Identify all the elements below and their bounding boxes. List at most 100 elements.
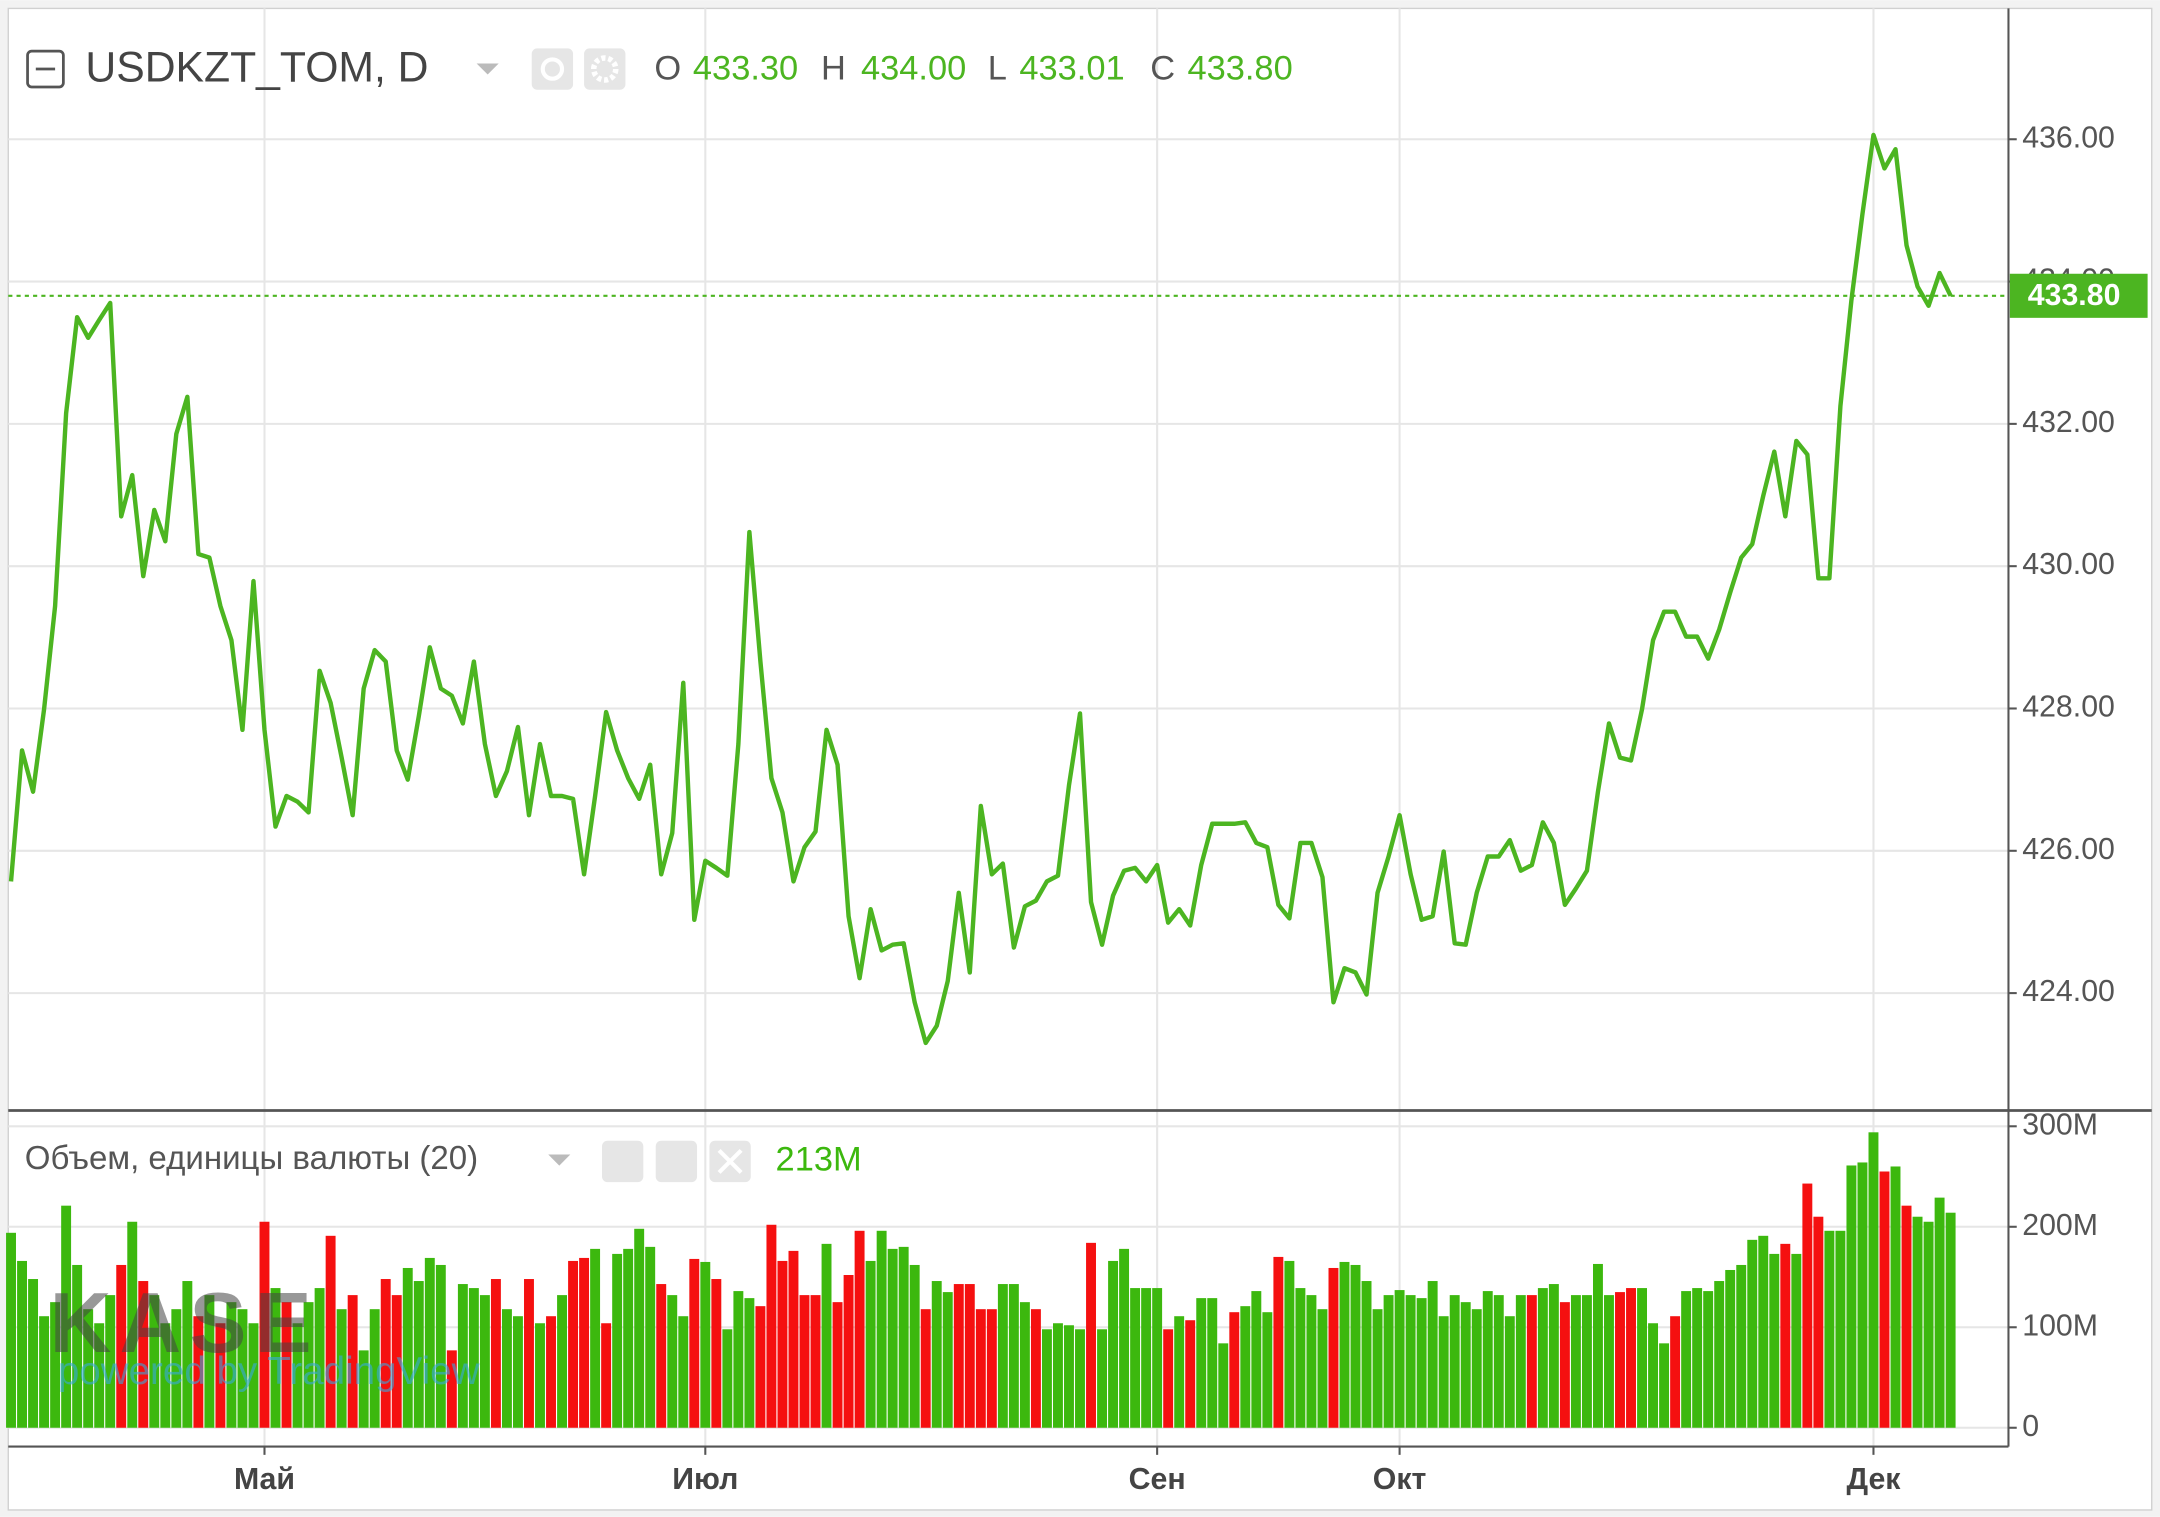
ohlc-value: 433.30 bbox=[693, 50, 798, 88]
volume-bar bbox=[678, 1316, 689, 1428]
volume-bar bbox=[94, 1323, 105, 1428]
ohlc-value: 434.00 bbox=[861, 50, 966, 88]
volume-bar bbox=[149, 1295, 160, 1428]
volume-bar bbox=[325, 1235, 336, 1428]
volume-bar bbox=[1086, 1242, 1096, 1428]
volume-bar bbox=[1559, 1302, 1570, 1428]
volume-bar bbox=[513, 1316, 523, 1428]
ohlc-name: H bbox=[821, 50, 846, 88]
y-tick-label: 426.00 bbox=[2022, 833, 2115, 866]
volume-bar bbox=[733, 1291, 744, 1428]
volume-bar bbox=[1207, 1298, 1218, 1428]
y-tick-label: 432.00 bbox=[2022, 406, 2115, 439]
volume-bar bbox=[1019, 1302, 1030, 1428]
volume-bar bbox=[1758, 1235, 1769, 1428]
volume-bar bbox=[1879, 1171, 1890, 1428]
volume-bar bbox=[292, 1323, 303, 1428]
collapse-button[interactable] bbox=[26, 49, 65, 89]
volume-bar bbox=[667, 1295, 678, 1428]
volume-bar bbox=[1725, 1269, 1736, 1428]
volume-bar bbox=[1119, 1248, 1130, 1428]
volume-bar bbox=[1471, 1309, 1482, 1428]
volume-bar bbox=[920, 1309, 931, 1428]
volume-bar bbox=[1703, 1291, 1714, 1428]
volume-bar bbox=[1416, 1298, 1427, 1428]
ohlc-name: O bbox=[654, 50, 681, 88]
volume-bar bbox=[1449, 1295, 1460, 1428]
volume-bar bbox=[204, 1295, 215, 1428]
volume-bar bbox=[413, 1281, 424, 1428]
volume-bar bbox=[898, 1246, 909, 1428]
volume-bar bbox=[105, 1295, 116, 1428]
volume-bar bbox=[116, 1264, 127, 1428]
volume-bar bbox=[1108, 1260, 1119, 1428]
volume-bar bbox=[1262, 1312, 1273, 1428]
volume-bar bbox=[61, 1205, 72, 1428]
volume-bar bbox=[1923, 1221, 1934, 1428]
volume-bar bbox=[369, 1309, 380, 1428]
volume-title: Объем, единицы валюты (20) bbox=[25, 1140, 478, 1177]
volume-bar bbox=[446, 1350, 457, 1428]
axes: 424.00426.00428.00430.00432.00434.00436.… bbox=[234, 121, 2148, 1496]
volume-bar bbox=[1802, 1183, 1813, 1428]
volume-bar bbox=[1890, 1166, 1901, 1428]
volume-bar bbox=[799, 1295, 810, 1428]
volume-bar bbox=[975, 1309, 986, 1428]
volume-bar bbox=[1041, 1329, 1052, 1428]
watermark-logo: KASE bbox=[50, 1276, 320, 1371]
volume-bar bbox=[524, 1279, 534, 1428]
volume-bar bbox=[1813, 1216, 1824, 1428]
volume-bar bbox=[777, 1260, 788, 1428]
volume-bar bbox=[1670, 1316, 1681, 1428]
volume-bar bbox=[1626, 1288, 1636, 1428]
volume-bar bbox=[17, 1260, 27, 1428]
y-tick-label: 200M bbox=[2022, 1209, 2098, 1242]
volume-bar bbox=[347, 1295, 358, 1428]
symbol-dropdown[interactable] bbox=[476, 63, 499, 75]
volume-bar bbox=[1526, 1295, 1537, 1428]
volume-bar bbox=[711, 1279, 722, 1428]
volume-bar bbox=[1570, 1295, 1581, 1428]
y-tick-label: 300M bbox=[2022, 1108, 2098, 1141]
remove-icon bbox=[717, 1148, 743, 1174]
x-tick-label: Июл bbox=[672, 1463, 738, 1496]
volume-bar bbox=[843, 1275, 854, 1428]
visibility-button[interactable] bbox=[531, 48, 574, 90]
y-tick-label: 428.00 bbox=[2022, 690, 2115, 723]
volume-bar bbox=[788, 1250, 799, 1428]
volume-bar bbox=[1791, 1253, 1802, 1428]
volume-dropdown[interactable] bbox=[548, 1154, 571, 1166]
volume-last-value: 213M bbox=[776, 1141, 862, 1179]
volume-bar bbox=[1383, 1295, 1394, 1428]
volume-bar bbox=[1130, 1288, 1141, 1428]
volume-bar bbox=[1053, 1323, 1063, 1428]
volume-bar bbox=[1372, 1309, 1383, 1428]
volume-bar bbox=[237, 1309, 248, 1428]
volume-bar bbox=[1350, 1264, 1361, 1428]
volume-bar bbox=[700, 1261, 711, 1428]
settings-button[interactable] bbox=[584, 48, 626, 90]
ohlc-name: C bbox=[1150, 50, 1175, 88]
volume-bar bbox=[1229, 1312, 1240, 1428]
volume-bar bbox=[1317, 1309, 1328, 1428]
volume-bar bbox=[457, 1284, 468, 1428]
volume-bar bbox=[1846, 1165, 1857, 1428]
volume-bar bbox=[810, 1295, 821, 1428]
volume-bar bbox=[1493, 1295, 1504, 1428]
volume-bar bbox=[127, 1221, 138, 1428]
volume-visibility-button[interactable] bbox=[601, 1140, 644, 1183]
volume-bar bbox=[744, 1298, 755, 1428]
volume-bar bbox=[1240, 1306, 1251, 1428]
volume-bar bbox=[83, 1309, 94, 1428]
volume-bar bbox=[623, 1248, 634, 1428]
volume-settings-button[interactable] bbox=[655, 1140, 698, 1183]
volume-bar bbox=[1394, 1290, 1405, 1428]
volume-bar bbox=[1857, 1162, 1868, 1428]
last-price-box bbox=[2009, 273, 2148, 318]
volume-bar bbox=[424, 1257, 435, 1428]
x-tick-label: Сен bbox=[1129, 1463, 1186, 1496]
volume-bar bbox=[722, 1329, 733, 1428]
volume-bar bbox=[39, 1316, 50, 1428]
volume-bar bbox=[1328, 1267, 1339, 1428]
x-tick-label: Окт bbox=[1373, 1463, 1427, 1496]
